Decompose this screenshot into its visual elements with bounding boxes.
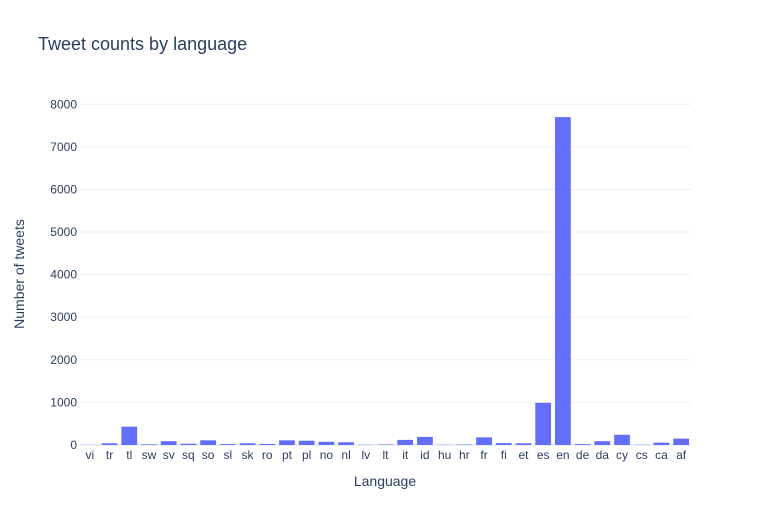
x-tick-label-hu: hu bbox=[438, 448, 451, 462]
bar-sq[interactable] bbox=[180, 443, 197, 445]
x-axis-ticks: vi tr tl sw sv sq so sl sk ro pt pl no nl lv lt it id hu hr… bbox=[86, 448, 687, 462]
x-tick-label-af: af bbox=[676, 448, 687, 462]
x-tick-label-pl: pl bbox=[302, 448, 311, 462]
x-tick-label-so: so bbox=[202, 448, 215, 462]
bar-pt[interactable] bbox=[279, 440, 295, 445]
x-tick-label-vi: vi bbox=[86, 448, 95, 462]
bar-id[interactable] bbox=[417, 436, 433, 445]
y-axis-ticks: 0 1000 2000 3000 4000 5000 6000 7000 8000 bbox=[50, 97, 77, 452]
bar-tl[interactable] bbox=[121, 426, 138, 445]
x-tick-label-sq: sq bbox=[182, 448, 195, 462]
bar-nl[interactable] bbox=[338, 442, 354, 445]
bar-pl[interactable] bbox=[298, 440, 315, 445]
bar-en[interactable] bbox=[555, 117, 571, 445]
bar-it[interactable] bbox=[397, 439, 414, 445]
y-tick-label: 7000 bbox=[50, 140, 77, 154]
bar-de[interactable] bbox=[574, 444, 591, 445]
bar-fr[interactable] bbox=[476, 437, 492, 445]
y-tick-label: 4000 bbox=[50, 268, 77, 282]
y-tick-label: 2000 bbox=[50, 353, 77, 367]
bar-da[interactable] bbox=[594, 441, 611, 445]
gridlines bbox=[80, 103, 691, 446]
x-axis-title: Language bbox=[354, 473, 417, 489]
x-tick-label-fr: fr bbox=[480, 448, 487, 462]
y-axis-title: Number of tweets bbox=[11, 219, 27, 329]
bar-sv[interactable] bbox=[160, 441, 177, 445]
x-tick-label-es: es bbox=[537, 448, 550, 462]
x-tick-label-sv: sv bbox=[163, 448, 175, 462]
bar-ca[interactable] bbox=[653, 442, 670, 445]
x-tick-label-cs: cs bbox=[636, 448, 648, 462]
x-tick-label-lt: lt bbox=[383, 448, 390, 462]
y-tick-label: 5000 bbox=[50, 225, 77, 239]
y-tick-label: 6000 bbox=[50, 182, 77, 196]
x-tick-label-et: et bbox=[518, 448, 529, 462]
bar-so[interactable] bbox=[200, 440, 216, 445]
x-tick-label-tl: tl bbox=[126, 448, 132, 462]
y-tick-label: 3000 bbox=[50, 310, 77, 324]
x-tick-label-id: id bbox=[420, 448, 429, 462]
bar-sw[interactable] bbox=[141, 444, 157, 445]
x-tick-label-fi: fi bbox=[501, 448, 507, 462]
x-tick-label-cy: cy bbox=[616, 448, 628, 462]
x-tick-label-da: da bbox=[596, 448, 610, 462]
bar-tr[interactable] bbox=[101, 443, 118, 445]
x-tick-label-pt: pt bbox=[282, 448, 293, 462]
x-tick-label-ca: ca bbox=[655, 448, 668, 462]
x-tick-label-no: no bbox=[320, 448, 334, 462]
bar-sl[interactable] bbox=[219, 444, 236, 445]
x-tick-label-de: de bbox=[576, 448, 590, 462]
x-tick-label-hr: hr bbox=[459, 448, 470, 462]
x-tick-label-ro: ro bbox=[262, 448, 273, 462]
chart-title: Tweet counts by language bbox=[38, 34, 247, 54]
y-tick-label: 0 bbox=[70, 438, 77, 452]
bar-ro[interactable] bbox=[259, 443, 276, 445]
x-tick-label-nl: nl bbox=[341, 448, 350, 462]
bar-no[interactable] bbox=[318, 441, 335, 445]
x-tick-label-lv: lv bbox=[361, 448, 370, 462]
bar-cy[interactable] bbox=[614, 434, 630, 445]
x-tick-label-sk: sk bbox=[242, 448, 255, 462]
x-tick-label-tr: tr bbox=[106, 448, 113, 462]
bar-es[interactable] bbox=[535, 402, 552, 445]
x-tick-label-sw: sw bbox=[142, 448, 157, 462]
x-tick-label-sl: sl bbox=[223, 448, 232, 462]
bar-et[interactable] bbox=[515, 443, 532, 445]
x-tick-label-en: en bbox=[556, 448, 569, 462]
y-tick-label: 8000 bbox=[50, 97, 77, 111]
bar-sk[interactable] bbox=[239, 443, 256, 445]
bar-fi[interactable] bbox=[495, 443, 512, 445]
x-tick-label-it: it bbox=[402, 448, 409, 462]
y-tick-label: 1000 bbox=[50, 395, 77, 409]
bar-af[interactable] bbox=[673, 438, 690, 445]
bars bbox=[81, 117, 690, 445]
